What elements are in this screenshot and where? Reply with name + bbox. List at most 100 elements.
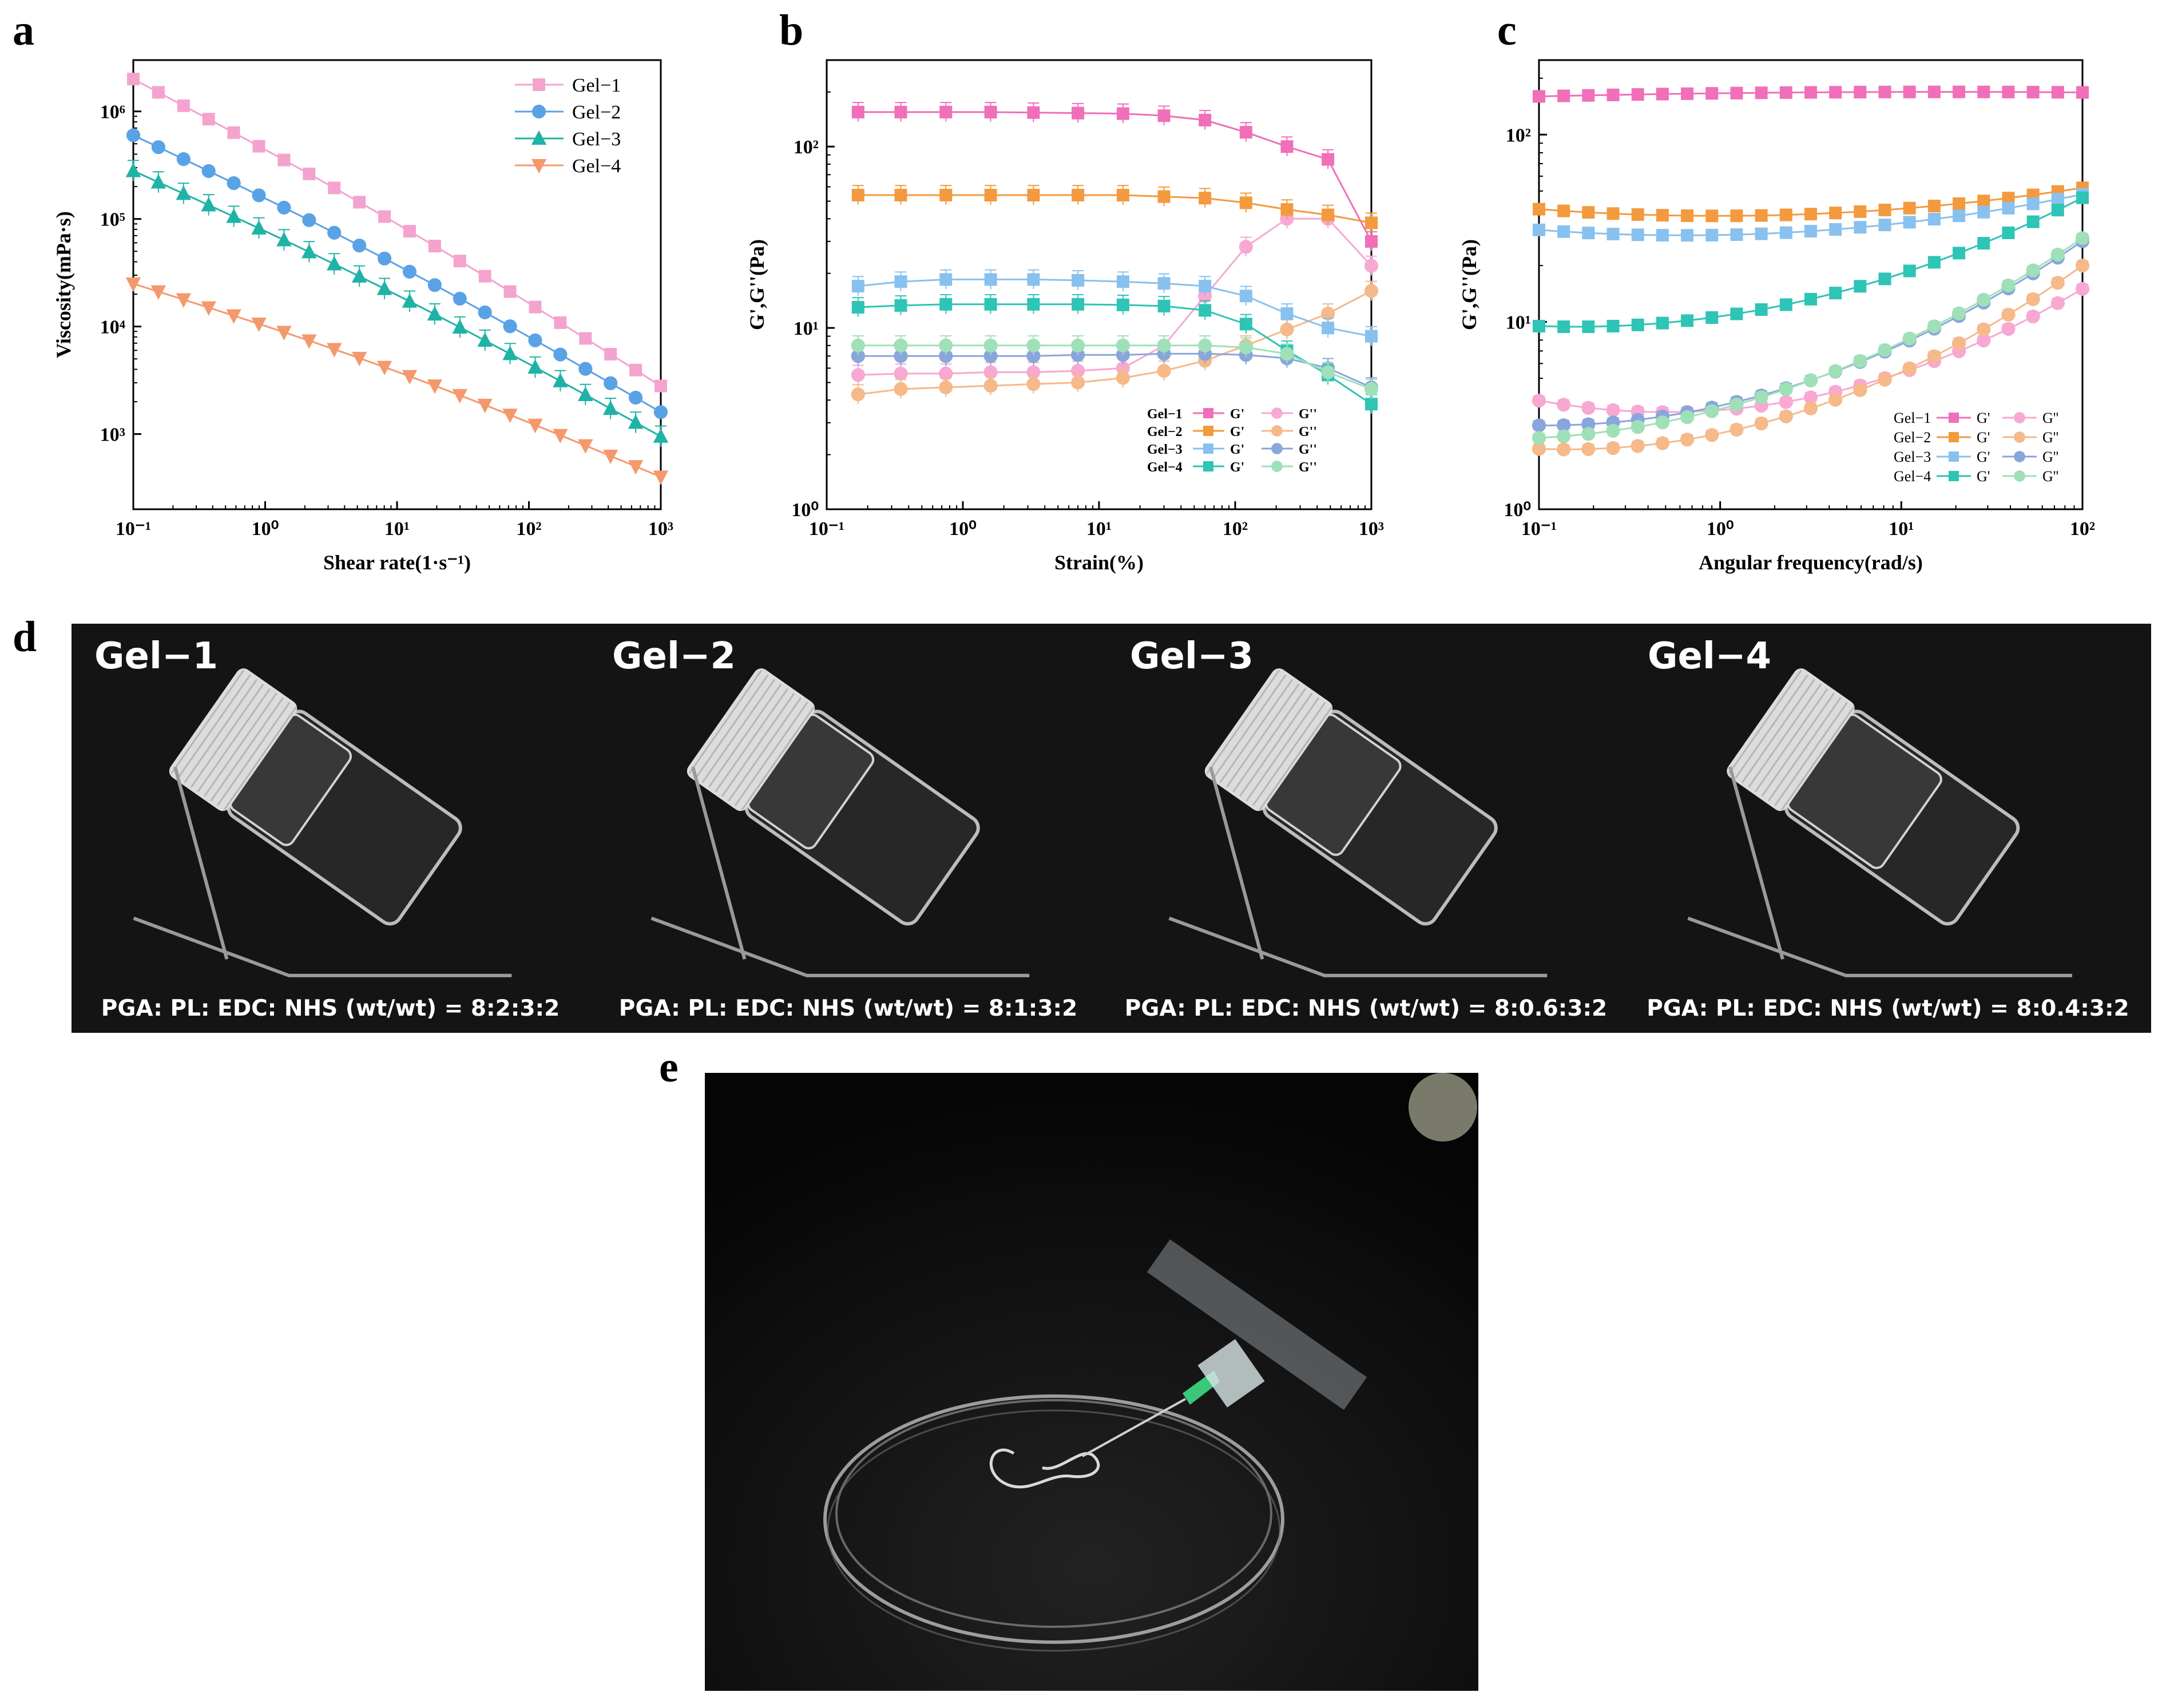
data-point (1027, 298, 1040, 311)
data-point (452, 389, 467, 404)
data-point (851, 189, 864, 202)
cap-ridge (1728, 669, 1802, 774)
x-tick-label: 10⁰ (252, 518, 279, 540)
x-tick-label: 10² (516, 518, 541, 540)
x-tick-label: 10² (2070, 518, 2095, 540)
data-point (1977, 322, 1991, 336)
data-point (628, 414, 644, 429)
data-point (1116, 371, 1130, 385)
x-tick-label: 10⁰ (949, 518, 977, 540)
legend-label: G' (1230, 442, 1244, 457)
cap-ridge (1213, 674, 1287, 779)
data-point (1705, 228, 1719, 241)
data-point (1977, 292, 1991, 307)
data-point (1557, 89, 1570, 102)
data-point (176, 293, 192, 308)
data-point (1027, 106, 1040, 119)
data-point (1829, 207, 1842, 220)
data-point (1705, 428, 1719, 442)
data-point (1730, 209, 1743, 223)
legend-label: Gel−3 (1894, 449, 1931, 465)
data-point (2051, 86, 2064, 99)
data-point (1903, 201, 1916, 215)
data-point (1533, 203, 1545, 216)
data-point (428, 239, 441, 252)
photo-injection (705, 1073, 1478, 1691)
data-point (427, 379, 443, 394)
legend-label: G'' (2042, 449, 2058, 465)
cap-ridge (708, 683, 782, 788)
data-point (1631, 228, 1644, 241)
data-point (1157, 277, 1171, 290)
cap-ridge (223, 706, 297, 811)
data-point (1581, 401, 1596, 415)
data-point (1631, 88, 1644, 101)
legend-marker (1949, 451, 1959, 462)
vial-stand (133, 916, 512, 977)
data-point (1533, 90, 1545, 103)
data-point (1853, 383, 1867, 397)
x-tick-label: 10³ (648, 518, 673, 540)
x-tick-label: 10⁻¹ (116, 518, 151, 540)
x-axis-label: Angular frequency(rad/s) (1699, 551, 1923, 574)
cap-ridge (1780, 706, 1855, 811)
cap-ridge (715, 688, 789, 792)
legend: Gel−1 Gel−2 Gel−3 Gel−4 (515, 75, 621, 177)
photo-caption: PGA: PL: EDC: NHS (wt/wt) = 8:2:3:2 (101, 996, 560, 1021)
data-point (1977, 195, 1990, 208)
data-point (2050, 276, 2065, 290)
cap-ridge (1735, 674, 1809, 779)
data-point (2002, 192, 2015, 205)
data-point (2002, 85, 2015, 98)
data-point (604, 348, 617, 361)
data-point (177, 99, 190, 112)
panel-label-b: b (779, 6, 804, 54)
data-point (1365, 330, 1378, 343)
data-point (1557, 204, 1570, 217)
data-point (2050, 296, 2065, 310)
data-point (1026, 365, 1041, 379)
data-point (2001, 322, 2016, 336)
data-point (1322, 208, 1335, 221)
data-point (1631, 420, 1645, 434)
data-point (202, 113, 215, 126)
y-tick-label: 10³ (100, 425, 125, 446)
data-point (1116, 275, 1129, 288)
data-point (227, 176, 241, 191)
legend-marker (1949, 413, 1959, 423)
series-line (858, 217, 1372, 376)
data-point (1779, 226, 1792, 239)
data-point (478, 270, 491, 283)
cap-ridge (184, 679, 258, 783)
y-axis-label: Viscosity(mPa·s) (52, 211, 75, 358)
data-point (1681, 314, 1694, 327)
data-point (1606, 403, 1620, 417)
data-point (1804, 208, 1817, 221)
data-point (1927, 200, 1941, 213)
data-point (277, 153, 291, 167)
data-point (894, 299, 907, 312)
data-point (1705, 404, 1719, 418)
cap-ridge (695, 674, 769, 779)
data-point (1854, 221, 1867, 234)
data-point (327, 225, 342, 240)
photo-gel-1: Gel−1 PGA: PL: EDC: NHS (wt/wt) = 8:2:3:… (72, 624, 589, 1033)
photo-title: Gel−2 (612, 635, 736, 677)
y-tick-label: 10⁰ (791, 500, 819, 521)
data-point (1027, 189, 1040, 202)
data-point (939, 298, 953, 311)
cap-ridge (721, 692, 795, 797)
data-point (1606, 423, 1620, 438)
data-point (303, 167, 316, 180)
cap-ridge (1225, 683, 1300, 788)
cap-ridge (1219, 679, 1294, 783)
data-point (1199, 304, 1212, 317)
data-point (939, 105, 953, 118)
data-point (1953, 209, 1966, 223)
data-point (1280, 307, 1294, 320)
data-point (1779, 409, 1793, 423)
legend-label: G' (1230, 407, 1244, 422)
data-point (1755, 86, 1768, 100)
cap-ridge (203, 692, 277, 797)
data-point (402, 264, 417, 279)
